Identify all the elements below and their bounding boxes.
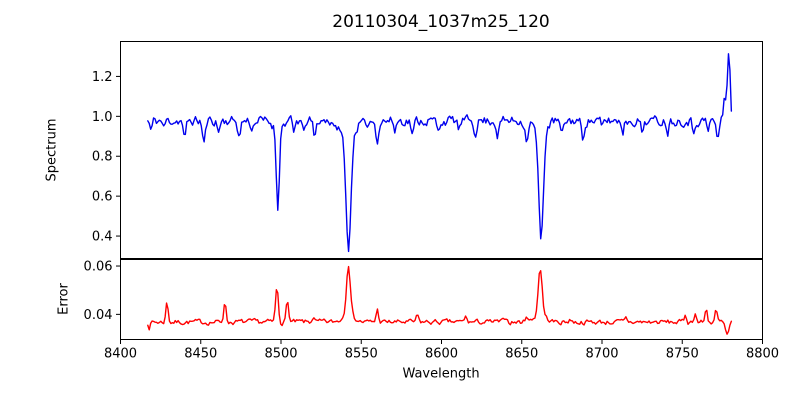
error-x-tick-label: 8550 (345, 347, 378, 362)
error-axes-box (120, 259, 763, 340)
error-x-tick-label: 8450 (184, 347, 217, 362)
spectrum-y-axis-label: Spectrum (44, 118, 60, 182)
spectrum-y-tick-label: 1.0 (92, 110, 113, 125)
error-y-tick-label: 0.04 (84, 308, 113, 323)
spectrum-axes-box (120, 41, 763, 259)
x-axis-label: Wavelength (402, 366, 480, 382)
error-x-tick-label: 8800 (746, 347, 779, 362)
spectrum-y-tick-label: 0.4 (92, 230, 113, 245)
spectrum-y-tick-label: 0.6 (92, 190, 113, 205)
error-y-tick-label: 0.06 (84, 260, 113, 275)
spectrum-y-tick-label: 0.8 (92, 150, 113, 165)
error-x-tick-label: 8600 (425, 347, 458, 362)
spectrum-line (147, 53, 733, 253)
error-x-tick-label: 8750 (666, 347, 699, 362)
chart-title: 20110304_1037m25_120 (332, 12, 550, 32)
error-y-axis-label: Error (56, 283, 72, 315)
spectrum-y-tick-label: 1.2 (92, 70, 113, 85)
error-x-tick-label: 8700 (585, 347, 618, 362)
error-x-tick-label: 8650 (505, 347, 538, 362)
error-x-tick-label: 8400 (104, 347, 137, 362)
error-x-tick-label: 8500 (264, 347, 297, 362)
error-line (147, 265, 733, 335)
